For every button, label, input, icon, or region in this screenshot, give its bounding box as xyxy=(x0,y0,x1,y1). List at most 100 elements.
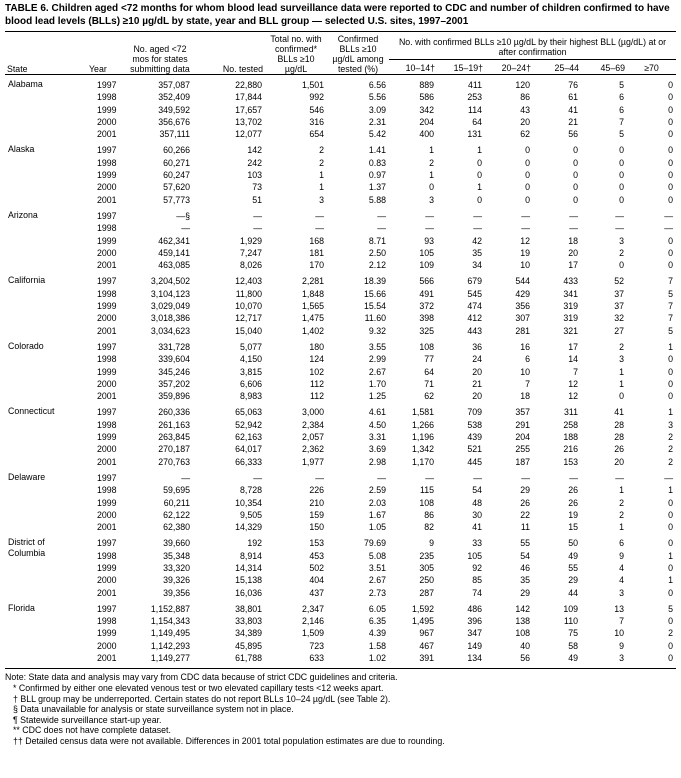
cell-value: 6 xyxy=(619,538,624,549)
cell-value: 30 xyxy=(472,509,482,520)
cell-value: 15,138 xyxy=(235,575,262,586)
cell-value: — xyxy=(473,210,482,221)
cell-value: 0 xyxy=(619,157,624,168)
cell-value: 0 xyxy=(619,391,624,402)
cell-value: 1,501 xyxy=(301,80,324,90)
cell-value: 2 xyxy=(619,247,624,258)
cell-value: 26 xyxy=(568,485,578,496)
cell-value: 62 xyxy=(424,391,434,402)
cell-value: — xyxy=(377,210,386,221)
cell-value: 3,815 xyxy=(239,366,262,377)
cell-value: 1 xyxy=(668,485,673,496)
cell-value: 16,036 xyxy=(235,587,262,598)
cell-value: 347 xyxy=(467,628,482,639)
cell-value: 1.58 xyxy=(368,640,386,651)
cell-value: 60,271 xyxy=(163,157,190,168)
year: 1998 xyxy=(97,550,117,561)
cell-value: 0 xyxy=(619,182,624,193)
cell-value: 341 xyxy=(563,288,578,299)
cell-value: 32 xyxy=(614,313,624,324)
data-row: 2000 356,676 13,702 316 2.31 204 64 20 21 7 0 xyxy=(5,116,676,128)
data-row: 2001 357,111 12,077 654 5.42 400 131 62 56 5 0 xyxy=(5,128,676,140)
cell-value: 0 xyxy=(668,145,673,156)
cell-value: 15.66 xyxy=(363,288,386,299)
cell-value: 3 xyxy=(668,419,673,430)
year: 2001 xyxy=(97,129,117,140)
year: 1997 xyxy=(97,276,117,287)
cell-value: 1 xyxy=(668,407,673,418)
cell-value: 48 xyxy=(472,497,482,508)
cell-value: 20 xyxy=(472,366,482,377)
cell-value: — xyxy=(615,223,624,234)
cell-value: 6 xyxy=(619,104,624,115)
cell-value: 204 xyxy=(419,116,434,127)
cell-value: 287 xyxy=(419,587,434,598)
cell-value: 17 xyxy=(568,341,578,352)
cell-value: — xyxy=(253,472,262,483)
data-row: Delaware 1997 — — — — — — — — — — xyxy=(5,472,676,484)
cell-value: 1,495 xyxy=(411,616,434,627)
cell-value: — xyxy=(315,223,324,234)
cell-value: 50 xyxy=(568,538,578,549)
cell-value: 4 xyxy=(619,562,624,573)
cell-value: 9 xyxy=(619,640,624,651)
year: 2001 xyxy=(97,456,117,467)
cell-value: 12 xyxy=(568,378,578,389)
cell-value: 491 xyxy=(419,288,434,299)
subcolumn-header: 45–69 xyxy=(581,59,627,75)
cell-value: 0 xyxy=(477,157,482,168)
year: 1998 xyxy=(97,485,117,496)
cell-value: 39,326 xyxy=(163,575,190,586)
data-row: 1999 60,247 103 1 0.97 1 0 0 0 0 0 xyxy=(5,169,676,181)
cell-value: 18 xyxy=(568,235,578,246)
cell-value: 2.31 xyxy=(368,116,386,127)
cell-value: 270,187 xyxy=(158,444,190,455)
cell-value: 58 xyxy=(568,640,578,651)
column-header: Year xyxy=(87,31,127,75)
cell-value: 546 xyxy=(309,104,324,115)
cell-value: 2.98 xyxy=(368,456,386,467)
cell-value: 62,380 xyxy=(163,522,190,533)
cell-value: 105 xyxy=(467,550,482,561)
cell-value: 14,329 xyxy=(235,522,262,533)
cell-value: 0 xyxy=(477,170,482,181)
table-header: State Year No. aged <72 mos for states sub… xyxy=(5,30,676,75)
year: 1999 xyxy=(97,235,117,246)
data-row: Alabama 1997 357,087 22,880 1,501 6.56 889 411 1… xyxy=(5,79,676,91)
data-row: 2001 1,149,277 61,788 633 1.02 391 134 56 49 3 0 xyxy=(5,652,676,664)
cell-value: — xyxy=(253,223,262,234)
cell-value: 1 xyxy=(429,145,434,156)
cell-value: 6.35 xyxy=(368,616,386,627)
table-title: TABLE 6. Children aged <72 months for wh… xyxy=(5,3,670,27)
cell-value: 150 xyxy=(309,522,324,533)
year: 1999 xyxy=(97,104,117,115)
cell-value: 311 xyxy=(563,407,578,418)
cell-value: 75 xyxy=(568,628,578,639)
cell-value: 0 xyxy=(668,653,673,664)
cell-value: 114 xyxy=(467,104,482,115)
cell-value: 3.55 xyxy=(368,341,386,352)
data-row: 1999 263,845 62,163 2,057 3.31 1,196 439 204 188… xyxy=(5,431,676,443)
data-row: 1999 3,029,049 10,070 1,565 15.54 372 474 356 31… xyxy=(5,300,676,312)
cell-value: 8,026 xyxy=(239,260,262,271)
cell-value: 359,896 xyxy=(158,391,190,402)
cell-value: 142 xyxy=(247,145,262,156)
cell-value: 325 xyxy=(419,325,434,336)
cell-value: 15 xyxy=(568,522,578,533)
cell-value: 0 xyxy=(668,235,673,246)
cell-value: 17 xyxy=(568,260,578,271)
year: 1997 xyxy=(97,538,117,549)
data-row: 1999 60,211 10,354 210 2.03 108 48 26 26 2 0 xyxy=(5,497,676,509)
cell-value: 105 xyxy=(419,247,434,258)
cell-value: 0 xyxy=(668,366,673,377)
cell-value: 56 xyxy=(520,653,530,664)
cell-value: 108 xyxy=(419,341,434,352)
cell-value: 73 xyxy=(252,182,262,193)
year: 2000 xyxy=(97,182,117,193)
cell-value: 4,150 xyxy=(239,354,262,365)
cell-value: — xyxy=(569,472,578,483)
cell-value: 566 xyxy=(419,276,434,287)
year: 2000 xyxy=(97,247,117,258)
cell-value: 7 xyxy=(668,313,673,324)
cell-value: 538 xyxy=(467,419,482,430)
